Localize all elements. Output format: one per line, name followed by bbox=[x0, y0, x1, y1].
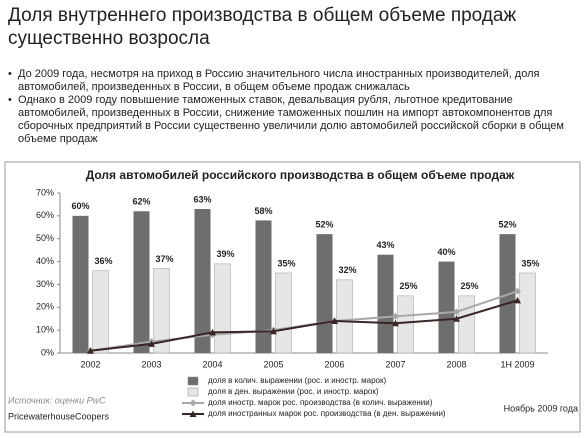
line-marker bbox=[87, 347, 94, 354]
value-label: 60% bbox=[71, 201, 89, 211]
bar bbox=[397, 295, 414, 354]
value-label: 52% bbox=[498, 220, 516, 230]
value-label: 36% bbox=[94, 256, 112, 266]
line bbox=[90, 299, 518, 352]
value-label: 40% bbox=[437, 247, 455, 257]
bar bbox=[316, 234, 333, 353]
line-marker bbox=[148, 340, 155, 347]
bullet: Однако в 2009 году повышение таможенных … bbox=[6, 94, 584, 146]
x-tick-label: 2005 bbox=[263, 359, 283, 369]
value-label: 62% bbox=[132, 197, 150, 207]
legend-marker bbox=[189, 410, 197, 417]
chart-title: Доля автомобилей российского производств… bbox=[86, 168, 515, 182]
company: PricewaterhouseCoopers bbox=[8, 411, 110, 421]
y-tick-label: 20% bbox=[36, 302, 54, 312]
bullet: До 2009 года, несмотря на приход в Росси… bbox=[6, 68, 584, 94]
value-label: 63% bbox=[193, 194, 211, 204]
value-label: 25% bbox=[460, 281, 478, 291]
bar bbox=[214, 263, 231, 354]
slide-title: Доля внутреннего производства в общем об… bbox=[8, 5, 517, 49]
bar bbox=[194, 209, 211, 353]
x-tick-label: 1H 2009 bbox=[500, 359, 534, 369]
line-marker bbox=[514, 287, 521, 295]
bar bbox=[499, 234, 516, 353]
x-tick-label: 2003 bbox=[141, 359, 161, 369]
bar bbox=[438, 261, 455, 353]
legend-marker bbox=[189, 399, 197, 407]
line-marker bbox=[270, 327, 277, 335]
y-tick-label: 50% bbox=[36, 233, 54, 243]
legend-swatch bbox=[187, 376, 199, 386]
y-tick-label: 70% bbox=[36, 187, 54, 197]
bar bbox=[133, 211, 150, 353]
line-marker bbox=[392, 319, 399, 327]
x-tick-label: 2002 bbox=[80, 359, 100, 369]
bullet-list: До 2009 года, несмотря на приход в Росси… bbox=[6, 68, 584, 146]
y-tick-label: 0% bbox=[41, 347, 54, 357]
source: Источник: оценки PwC bbox=[8, 395, 106, 405]
bar bbox=[458, 295, 475, 354]
value-label: 52% bbox=[315, 220, 333, 230]
x-tick-label: 2008 bbox=[446, 359, 466, 369]
x-tick-label: 2006 bbox=[324, 359, 344, 369]
line-marker bbox=[453, 315, 460, 322]
bar bbox=[519, 272, 536, 354]
legend-label: доля в ден. выражении (рос. и иностр. ма… bbox=[208, 387, 379, 396]
legend-label: доля иностр. марок рос. производства (в … bbox=[208, 398, 433, 407]
y-tick-label: 10% bbox=[36, 325, 54, 335]
value-label: 37% bbox=[155, 254, 173, 264]
value-label: 58% bbox=[254, 206, 272, 216]
legend-label: доля иностранных марок рос. производства… bbox=[208, 409, 446, 418]
bar bbox=[275, 272, 292, 354]
line-marker bbox=[392, 312, 399, 320]
y-tick-label: 60% bbox=[36, 210, 54, 220]
line-marker bbox=[331, 317, 338, 324]
line-marker bbox=[453, 308, 460, 316]
date: Ноябрь 2009 года bbox=[504, 403, 578, 413]
line-marker bbox=[514, 296, 521, 304]
value-label: 43% bbox=[376, 240, 394, 250]
value-label: 25% bbox=[399, 281, 417, 291]
value-label: 35% bbox=[521, 258, 539, 268]
bar bbox=[92, 270, 109, 354]
y-tick-label: 30% bbox=[36, 279, 54, 289]
legend-swatch bbox=[187, 387, 199, 397]
legend-label: доля в колич. выражении (рос. и иностр. … bbox=[208, 376, 386, 385]
value-label: 35% bbox=[277, 258, 295, 268]
bar bbox=[153, 268, 170, 354]
chart-frame bbox=[4, 161, 581, 433]
y-tick-label: 40% bbox=[36, 256, 54, 266]
value-label: 32% bbox=[338, 265, 356, 275]
line-marker bbox=[209, 328, 216, 336]
bar bbox=[336, 279, 353, 354]
x-tick-label: 2004 bbox=[202, 359, 222, 369]
value-label: 39% bbox=[216, 249, 234, 259]
bar bbox=[377, 254, 394, 353]
bar bbox=[72, 215, 89, 353]
x-tick-label: 2007 bbox=[385, 359, 405, 369]
bar bbox=[255, 220, 272, 353]
